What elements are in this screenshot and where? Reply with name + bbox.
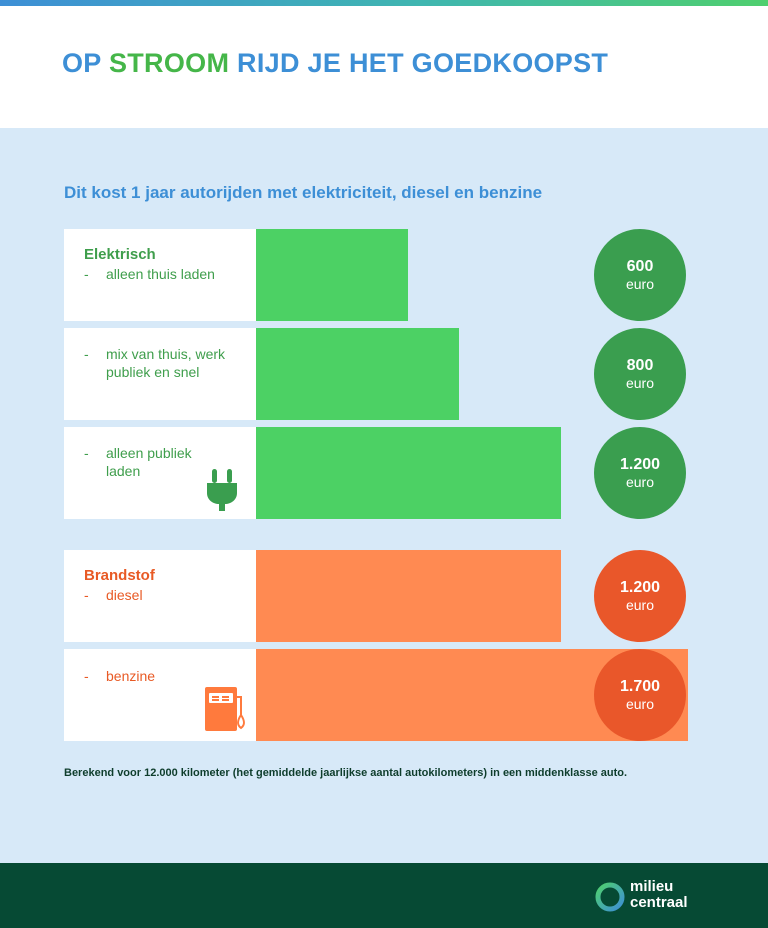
- plug-icon: [207, 469, 237, 511]
- dash: -: [84, 668, 89, 684]
- label-line: alleen publiek: [106, 445, 192, 461]
- label-line: diesel: [106, 587, 143, 603]
- logo-text: milieu centraal: [630, 879, 688, 911]
- value-unit: euro: [625, 596, 655, 613]
- label-line: laden: [106, 463, 141, 479]
- dash: -: [84, 266, 89, 282]
- value-amount: 1.200: [619, 578, 661, 596]
- dash: -: [84, 346, 89, 362]
- value-circle-thuis: 600 euro: [594, 229, 686, 321]
- chart-subtitle: Dit kost 1 jaar autorijden met elektrici…: [64, 183, 543, 202]
- value-unit: euro: [625, 473, 655, 490]
- footer: [0, 863, 768, 928]
- row-label-box: - alleen publiek laden: [64, 427, 256, 519]
- value-circle-mix: 800 euro: [594, 328, 686, 420]
- fuel-pump-icon: [205, 687, 245, 731]
- logo-line-1: milieu: [630, 878, 674, 895]
- bar-thuis: [256, 229, 408, 321]
- row-label-box: - benzine: [64, 649, 256, 741]
- value-unit: euro: [625, 374, 655, 391]
- top-accent-bar: [0, 0, 768, 6]
- label-line: publiek en snel: [106, 364, 200, 380]
- logo-line-2: centraal: [630, 894, 688, 911]
- value-circle-publiek: 1.200 euro: [594, 427, 686, 519]
- row-label-box: Elektrisch - alleen thuis laden: [64, 229, 256, 321]
- group-title-fuel: Brandstof: [84, 567, 155, 584]
- label-line: benzine: [106, 668, 156, 684]
- logo-ring-icon: [595, 882, 625, 912]
- bar-mix: [256, 328, 459, 420]
- dash: -: [84, 587, 89, 603]
- bar-diesel: [256, 550, 561, 642]
- value-unit: euro: [625, 275, 655, 292]
- value-amount: 600: [626, 257, 654, 275]
- group-title-electric: Elektrisch: [84, 246, 156, 263]
- value-circle-diesel: 1.200 euro: [594, 550, 686, 642]
- bar-publiek: [256, 427, 561, 519]
- value-amount: 800: [626, 356, 654, 374]
- value-amount: 1.200: [619, 455, 661, 473]
- footnote: Berekend voor 12.000 kilometer (het gemi…: [64, 767, 628, 779]
- value-circle-benzine: 1.700 euro: [594, 649, 686, 741]
- page-title: OP STROOM RIJD JE HET GOEDKOOPST: [62, 48, 609, 78]
- milieu-centraal-logo: milieu centraal: [594, 879, 714, 915]
- label-line: alleen thuis laden: [106, 266, 215, 282]
- dash: -: [84, 445, 89, 461]
- header: [0, 6, 768, 128]
- value-unit: euro: [625, 695, 655, 712]
- row-label-box: Brandstof - diesel: [64, 550, 256, 642]
- value-amount: 1.700: [619, 677, 661, 695]
- label-line: mix van thuis, werk: [106, 346, 226, 362]
- row-label-box: - mix van thuis, werk publiek en snel: [64, 328, 256, 420]
